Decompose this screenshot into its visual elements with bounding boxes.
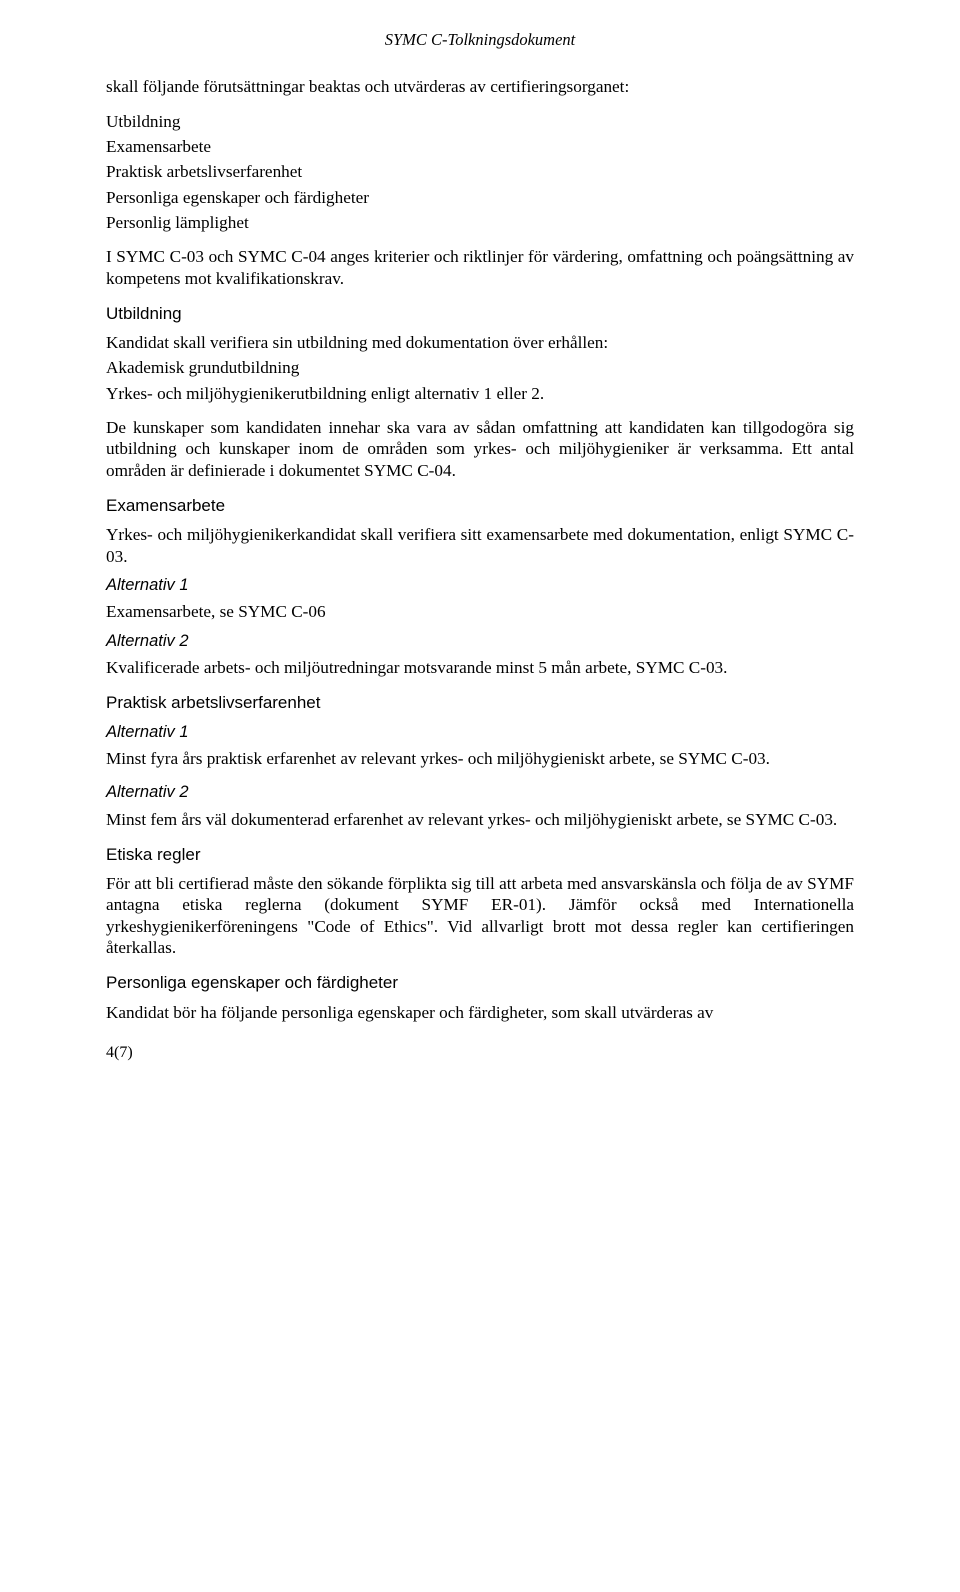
body-paragraph: Kandidat bör ha följande personliga egen… <box>106 1002 854 1023</box>
intro-paragraph: skall följande förutsättningar beaktas o… <box>106 76 854 97</box>
body-paragraph: Kandidat skall verifiera sin utbildning … <box>106 332 854 353</box>
section-personliga-title: Personliga egenskaper och färdigheter <box>106 972 854 993</box>
list-item: Personlig lämplighet <box>106 212 854 233</box>
body-paragraph: Examensarbete, se SYMC C-06 <box>106 601 854 622</box>
list-item: Praktisk arbetslivserfarenhet <box>106 161 854 182</box>
list-item: Akademisk grundutbildning <box>106 357 854 378</box>
subsection-alt2: Alternativ 2 <box>106 631 854 651</box>
list-item: Utbildning <box>106 111 854 132</box>
section-utbildning-title: Utbildning <box>106 303 854 324</box>
list-item: Yrkes- och miljöhygienikerutbildning enl… <box>106 383 854 404</box>
section-etiska-title: Etiska regler <box>106 844 854 865</box>
page-number: 4(7) <box>106 1043 854 1063</box>
list-item: Examensarbete <box>106 136 854 157</box>
body-paragraph: Yrkes- och miljöhygienikerkandidat skall… <box>106 524 854 567</box>
section-examens-title: Examensarbete <box>106 495 854 516</box>
body-paragraph: Minst fem års väl dokumenterad erfarenhe… <box>106 809 854 830</box>
body-paragraph: I SYMC C-03 och SYMC C-04 anges kriterie… <box>106 246 854 289</box>
body-paragraph: Kvalificerade arbets- och miljöutredning… <box>106 657 854 678</box>
body-paragraph: De kunskaper som kandidaten innehar ska … <box>106 417 854 481</box>
page-header: SYMC C-Tolkningsdokument <box>106 30 854 50</box>
subsection-alt1: Alternativ 1 <box>106 722 854 742</box>
body-paragraph: För att bli certifierad måste den sökand… <box>106 873 854 958</box>
list-item: Personliga egenskaper och färdigheter <box>106 187 854 208</box>
body-paragraph: Minst fyra års praktisk erfarenhet av re… <box>106 748 854 769</box>
subsection-alt2: Alternativ 2 <box>106 782 854 802</box>
document-page: SYMC C-Tolkningsdokument skall följande … <box>0 0 960 1592</box>
section-praktisk-title: Praktisk arbetslivserfarenhet <box>106 692 854 713</box>
subsection-alt1: Alternativ 1 <box>106 575 854 595</box>
